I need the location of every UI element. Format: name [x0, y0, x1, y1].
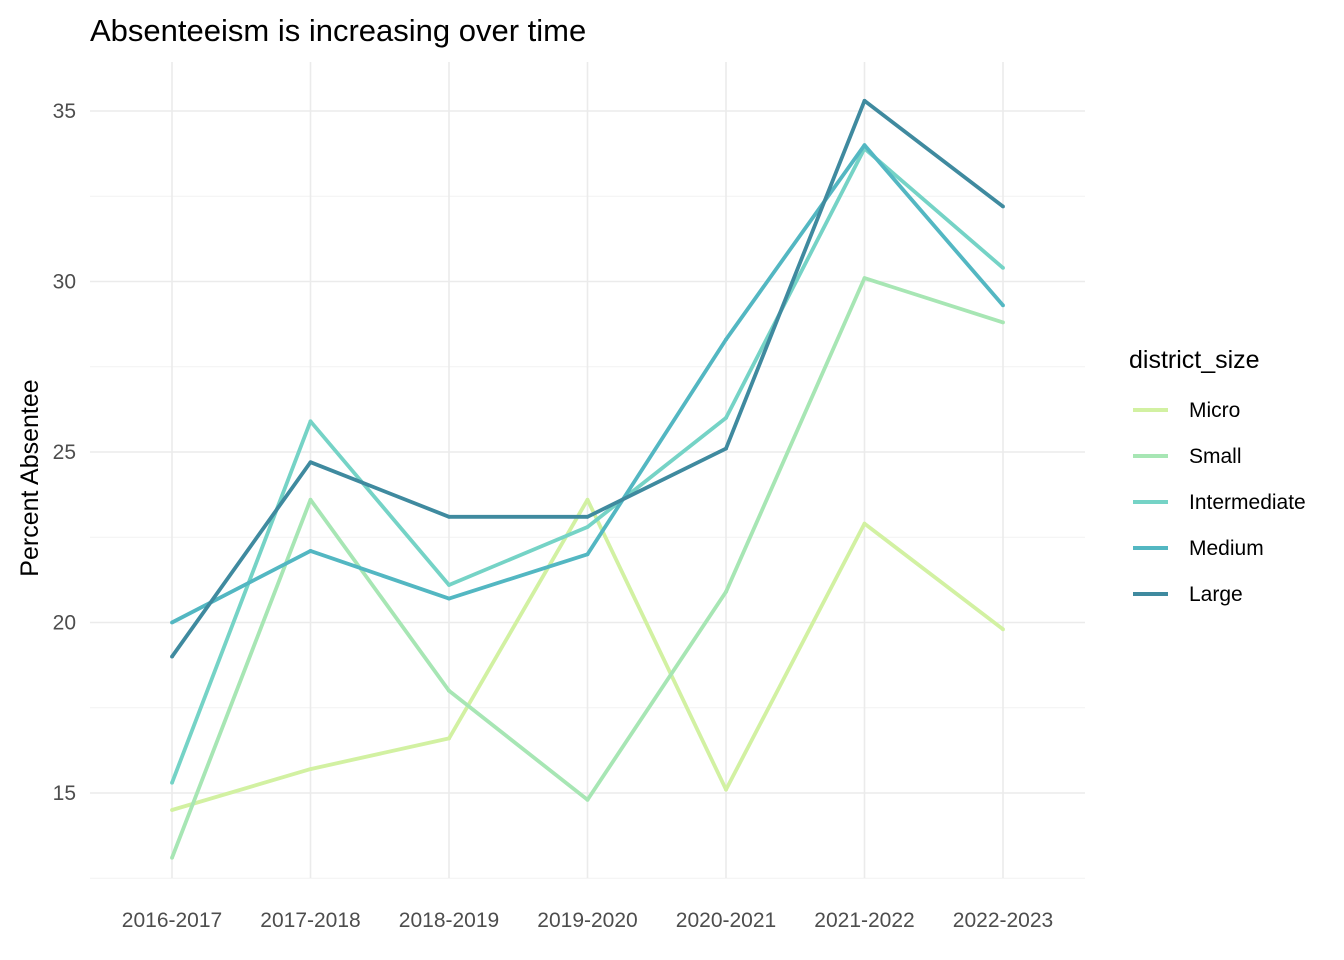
data-point-small: [862, 276, 867, 280]
x-tick-label: 2022-2023: [953, 909, 1053, 932]
data-point-small: [585, 797, 590, 802]
grid: [90, 62, 1085, 879]
legend-label: Medium: [1189, 537, 1264, 560]
y-axis-ticks: 15 20 25 30 35: [53, 100, 76, 805]
data-point-large: [308, 460, 313, 465]
data-point-intermediate: [585, 525, 590, 529]
chart-title: Absenteeism is increasing over time: [90, 13, 586, 48]
data-point-micro: [862, 521, 867, 526]
data-point-medium: [170, 620, 174, 625]
y-axis-title: Percent Absentee: [16, 379, 44, 576]
x-tick-label: 2018-2019: [399, 909, 499, 932]
data-point-small: [1001, 320, 1005, 325]
x-axis-ticks: 2016-2017 2017-2018 2018-2019 2019-2020 2020…: [122, 909, 1053, 932]
data-point-large: [585, 514, 590, 519]
data-point-medium: [447, 596, 451, 601]
data-point-small: [308, 497, 313, 502]
data-point-small: [724, 589, 728, 594]
legend-item-intermediate: Intermediate: [1133, 491, 1306, 514]
data-point-medium: [1001, 303, 1005, 308]
x-tick-label: 2021-2022: [814, 909, 914, 932]
data-point-intermediate: [447, 583, 451, 587]
y-tick-label: 25: [53, 441, 76, 464]
data-point-medium: [724, 337, 728, 342]
legend-item-medium: Medium: [1133, 537, 1264, 560]
legend-item-micro: Micro: [1133, 399, 1240, 422]
legend-item-large: Large: [1133, 583, 1243, 606]
y-tick-label: 20: [53, 612, 76, 635]
data-point-large: [862, 98, 867, 103]
data-point-large: [170, 654, 174, 659]
data-point-medium: [862, 143, 867, 148]
legend-label: Large: [1189, 583, 1243, 606]
data-point-micro: [724, 787, 728, 792]
legend-label: Intermediate: [1189, 491, 1306, 514]
y-tick-label: 35: [53, 100, 76, 123]
data-point-micro: [447, 736, 451, 741]
data-point-intermediate: [308, 419, 313, 424]
data-point-small: [447, 688, 451, 693]
x-tick-label: 2020-2021: [676, 909, 776, 932]
data-point-micro: [585, 497, 590, 502]
legend-label: Micro: [1189, 399, 1240, 422]
y-tick-label: 30: [53, 271, 76, 294]
data-point-large: [1001, 204, 1005, 209]
legend-label: Small: [1189, 445, 1242, 468]
legend-title: district_size: [1129, 346, 1260, 374]
data-point-large: [724, 446, 728, 451]
legend: district_size Micro Small Intermediate Medi…: [1129, 346, 1306, 606]
series-lines: [170, 98, 1005, 860]
data-point-large: [447, 514, 451, 519]
legend-items: Micro Small Intermediate Medium Large: [1133, 399, 1306, 606]
data-point-intermediate: [724, 416, 728, 420]
x-tick-label: 2019-2020: [537, 909, 637, 932]
y-tick-label: 15: [53, 782, 76, 805]
data-point-intermediate: [170, 780, 174, 785]
data-point-micro: [170, 808, 174, 812]
data-point-medium: [585, 552, 590, 557]
x-tick-label: 2016-2017: [122, 909, 222, 932]
data-point-intermediate: [1001, 265, 1005, 270]
data-point-small: [170, 855, 174, 860]
legend-item-small: Small: [1133, 445, 1242, 468]
data-point-medium: [308, 548, 313, 553]
x-tick-label: 2017-2018: [260, 909, 360, 932]
data-point-micro: [308, 767, 313, 772]
data-point-micro: [1001, 627, 1005, 632]
